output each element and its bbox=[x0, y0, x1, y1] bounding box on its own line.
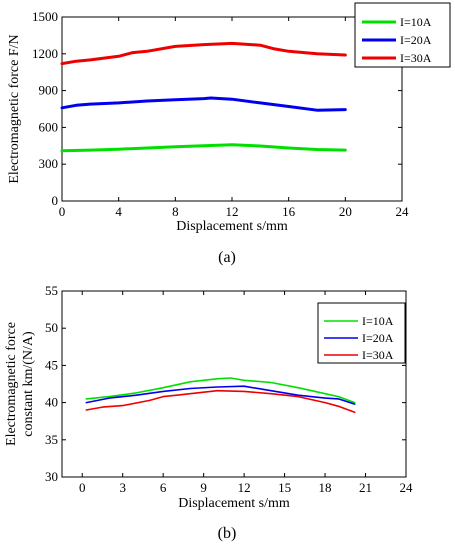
y-tick-label: 0 bbox=[52, 193, 59, 208]
y-tick-label: 35 bbox=[45, 432, 58, 447]
plot-frame-b bbox=[61, 290, 407, 478]
x-tick-label: 9 bbox=[200, 480, 207, 495]
series-line-2 bbox=[60, 96, 347, 112]
y-tick-label: 600 bbox=[39, 119, 59, 134]
y-tick-label: 300 bbox=[39, 156, 59, 171]
legend-label-2: I=20A bbox=[400, 33, 432, 47]
series-lines-b bbox=[85, 377, 356, 414]
y-tick-label: 30 bbox=[45, 469, 58, 484]
legend-label-2: I=20A bbox=[362, 331, 394, 345]
series-line-3 bbox=[85, 389, 356, 414]
legend-label-3: I=30A bbox=[362, 348, 394, 362]
y-tick-label: 50 bbox=[45, 320, 58, 335]
y-tick-label: 1500 bbox=[32, 9, 58, 24]
legend-label-3: I=30A bbox=[400, 51, 432, 65]
legend-label-1: I=10A bbox=[362, 314, 394, 328]
y-tick-label: 1200 bbox=[32, 46, 58, 61]
x-tick-label: 24 bbox=[400, 480, 414, 495]
panel-label-b: (b) bbox=[218, 525, 237, 542]
x-tick-label: 12 bbox=[238, 480, 251, 495]
ticks-a: 0 4 8 12 16 20 24 0 300 600 900 1200 1500 bbox=[32, 9, 409, 219]
legend-box-b bbox=[317, 302, 406, 364]
x-tick-label: 3 bbox=[119, 480, 126, 495]
y-tick-label: 45 bbox=[45, 357, 58, 372]
ticks-b: 0 3 6 9 12 15 18 21 24 30 35 40 45 50 55 bbox=[45, 283, 413, 495]
panel-label-a: (a) bbox=[218, 249, 236, 266]
y-tick-label: 40 bbox=[45, 395, 58, 410]
y-axis-label-a-text: Electromagnetic force F/N bbox=[7, 34, 22, 183]
x-tick-label: 8 bbox=[172, 204, 179, 219]
x-tick-label: 15 bbox=[278, 480, 291, 495]
series-line-1 bbox=[85, 377, 356, 404]
panel-a: 0 4 8 12 16 20 24 0 300 600 900 1200 1500 Electromag… bbox=[7, 2, 451, 266]
x-tick-label: 18 bbox=[319, 480, 332, 495]
legend-label-1: I=10A bbox=[400, 15, 432, 29]
series-line-1 bbox=[60, 143, 347, 153]
x-tick-label: 12 bbox=[226, 204, 239, 219]
x-tick-label: 4 bbox=[115, 204, 122, 219]
y-axis-label-b-line1: Electromagnetic force bbox=[4, 322, 19, 446]
legend-items-b: I=10A I=20A I=30A bbox=[324, 314, 394, 362]
x-tick-label: 24 bbox=[396, 204, 410, 219]
legend-a: I=10A I=20A I=30A bbox=[354, 2, 451, 68]
legend-box-a bbox=[354, 2, 451, 68]
x-tick-label: 6 bbox=[160, 480, 167, 495]
x-tick-label: 16 bbox=[282, 204, 296, 219]
x-tick-label: 21 bbox=[359, 480, 372, 495]
x-axis-label-a: Displacement s/mm bbox=[176, 219, 288, 234]
legend-b: I=10A I=20A I=30A bbox=[317, 302, 406, 364]
series-line-3 bbox=[60, 41, 347, 66]
y-tick-label: 55 bbox=[45, 283, 58, 298]
panel-b: 0 3 6 9 12 15 18 21 24 30 35 40 45 50 55 Electromagnet… bbox=[4, 283, 413, 542]
series-lines-a bbox=[60, 41, 347, 153]
series-line-2 bbox=[85, 385, 356, 405]
x-tick-label: 20 bbox=[339, 204, 352, 219]
x-tick-label: 0 bbox=[59, 204, 66, 219]
y-axis-label-a: Electromagnetic force F/N bbox=[7, 34, 22, 183]
x-axis-label-b: Displacement s/mm bbox=[178, 496, 290, 511]
y-axis-label-b-line2: constant km/(N/A) bbox=[21, 331, 36, 437]
y-tick-label: 900 bbox=[39, 83, 59, 98]
x-tick-label: 0 bbox=[79, 480, 86, 495]
legend-items-a: I=10A I=20A I=30A bbox=[362, 15, 432, 65]
